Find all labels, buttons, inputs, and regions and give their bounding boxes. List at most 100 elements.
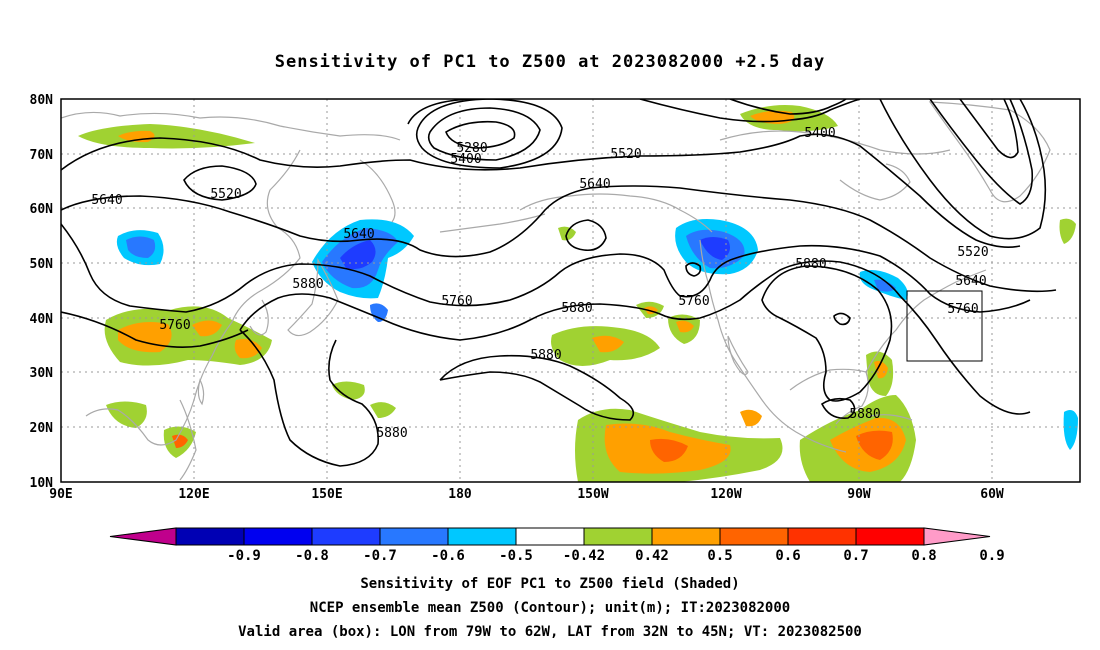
colorbar-extend-high (923, 527, 991, 546)
lon-tick-label: 120E (178, 487, 209, 502)
figure-title: Sensitivity of PC1 to Z500 at 2023082000… (275, 52, 826, 72)
contour-5400-arctic (729, 99, 847, 115)
negative-patch-rockies-deep (700, 237, 730, 260)
lat-tick-label: 40N (30, 312, 54, 327)
contour-5880-cyclone (685, 262, 702, 277)
colorbar-tick-label: 0.7 (843, 548, 868, 564)
coastline-alaska (519, 193, 713, 233)
colorbar-segment (855, 527, 925, 546)
positive-patch-caribbean-deep (856, 430, 893, 460)
contour-5640-main (61, 185, 1057, 293)
colorbar-tick-label: -0.42 (563, 548, 605, 564)
valid-area-box (906, 290, 983, 362)
caption-line-3: Valid area (box): LON from 79W to 62W, L… (238, 624, 862, 640)
contour-label: 5640 (91, 193, 122, 208)
colorbar-segment (379, 527, 449, 546)
coastline-cuba (869, 414, 913, 421)
coastline-asia-east (85, 149, 301, 446)
contour-5520-main (61, 133, 1021, 248)
contour-5640-closed (565, 219, 607, 252)
contour-5880-pacific (439, 354, 635, 421)
contour-label: 5880 (795, 257, 826, 272)
positive-patch-mexico-coast (740, 409, 762, 427)
contour-label: 5760 (678, 294, 709, 309)
colorbar-tick-label: -0.7 (363, 548, 397, 564)
colorbar-segment (787, 527, 857, 546)
lon-tick-label: 180 (448, 487, 472, 502)
colorbar-segment (583, 527, 653, 546)
coastline-hudson-bay (839, 163, 911, 201)
lat-tick-label: 20N (30, 421, 54, 436)
contour-label: 5880 (292, 277, 323, 292)
caption-line-1: Sensitivity of EOF PC1 to Z500 field (Sh… (360, 576, 739, 592)
contour-5880-high-inner (833, 312, 851, 326)
positive-patch-southchina-sea (106, 401, 147, 428)
coastline-japan (287, 257, 339, 337)
colorbar-tick-label: 0.8 (911, 548, 936, 564)
contour-label: 5880 (849, 407, 880, 422)
lat-tick-label: 80N (30, 93, 54, 108)
contour-label: 5760 (947, 302, 978, 317)
caption-line-2: NCEP ensemble mean Z500 (Contour); unit(… (310, 600, 790, 616)
contour-5280 (445, 120, 516, 149)
colorbar-tick-label: -0.5 (499, 548, 533, 564)
positive-patch-mexico-pacific-deep (650, 438, 688, 462)
contour-label: 5880 (376, 426, 407, 441)
contour-label: 5400 (450, 152, 481, 167)
positive-patch-atlantic (1059, 218, 1076, 244)
coastline-baja (727, 335, 749, 375)
coastline-korea (249, 299, 269, 336)
positive-patch-florida-core (874, 360, 888, 379)
contour-label: 5880 (530, 348, 561, 363)
colorbar-extend-low (109, 527, 177, 546)
contour-label: 5520 (610, 147, 641, 162)
coastline-na-east (865, 269, 987, 373)
positive-patch-pacific-5-core (676, 320, 694, 333)
contour-polar-1 (879, 99, 1047, 240)
colorbar-segment (175, 527, 245, 546)
lon-tick-label: 90E (49, 487, 72, 502)
colorbar-tick-label: -0.6 (431, 548, 465, 564)
lon-tick-label: 150W (577, 487, 608, 502)
lat-tick-label: 60N (30, 202, 54, 217)
z500-contours (61, 99, 1057, 467)
map-panel (61, 99, 1080, 482)
contour-5400-low (427, 107, 541, 161)
contour-5880-west (239, 329, 379, 467)
lat-tick-label: 30N (30, 366, 54, 381)
coastline-aleutians (439, 213, 546, 233)
colorbar-segment (311, 527, 381, 546)
colorbar-tick-label: -0.8 (295, 548, 329, 564)
negative-patch-japan-south (370, 303, 388, 322)
colorbar-segment (447, 527, 517, 546)
contour-5760-left (61, 311, 249, 348)
contour-label: 5760 (159, 318, 190, 333)
contour-polar-2 (929, 99, 1034, 205)
colorbar-segment (651, 527, 721, 546)
positive-patch-pacific-3-core (592, 335, 624, 353)
positive-patch-china-coast (192, 320, 222, 337)
coastline-kamchatka (359, 159, 396, 223)
contour-5520-arctic (639, 99, 861, 123)
lat-tick-label: 50N (30, 257, 54, 272)
colorbar-segment (515, 527, 585, 546)
negative-patch-japan-deep (340, 240, 376, 270)
coastline-taiwan (197, 378, 205, 406)
negative-patch-great-lakes-core (874, 279, 896, 292)
contour-5760-main (61, 223, 1031, 313)
contour-label: 5280 (456, 141, 487, 156)
contour-5880-small-1 (820, 397, 856, 420)
lat-tick-label: 70N (30, 148, 54, 163)
contour-label: 5640 (579, 177, 610, 192)
contour-label: 5520 (210, 187, 241, 202)
colorbar-tick-label: 0.42 (635, 548, 669, 564)
axis-ticks: 80N 70N 60N 50N 40N 30N 20N 10N 90E 120E… (30, 93, 1004, 502)
colorbar-segment (243, 527, 313, 546)
positive-patch-pacific-2 (370, 402, 396, 418)
coastline-greenland (928, 101, 1051, 203)
coastline-asia-north (61, 111, 401, 141)
colorbar-tick-label: 0.6 (775, 548, 800, 564)
map-frame (60, 98, 1081, 483)
lon-tick-label: 120W (710, 487, 741, 502)
